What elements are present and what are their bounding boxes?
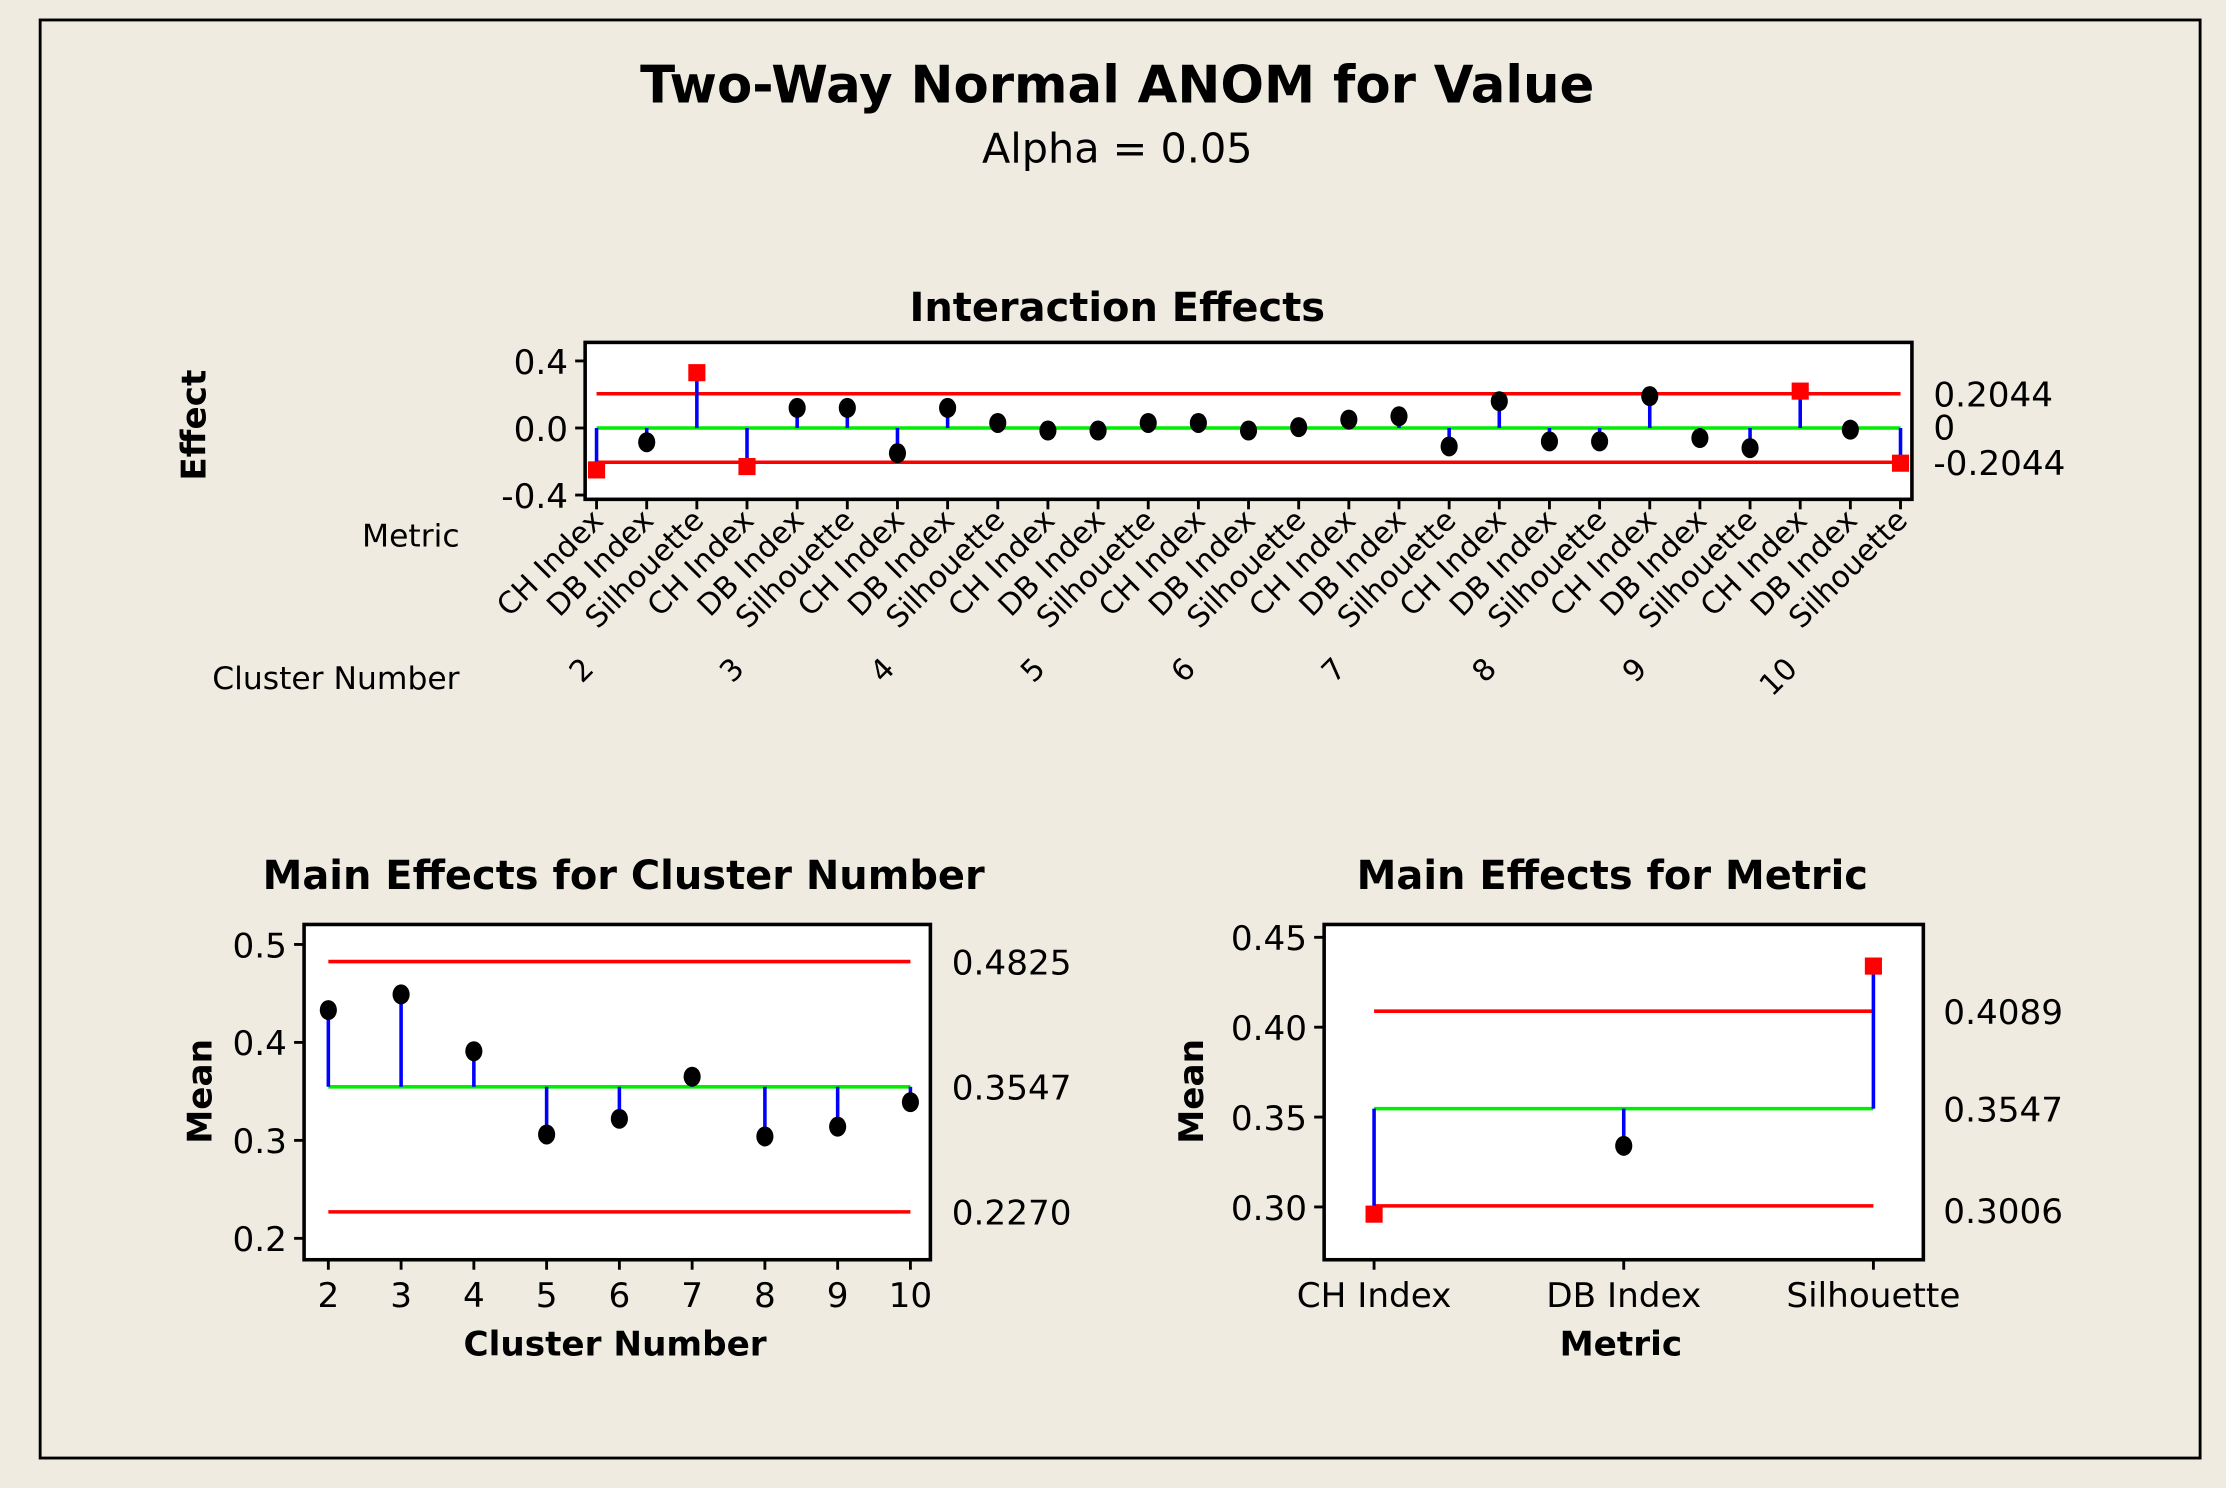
x-tick-label: 4 [463, 1276, 485, 1316]
out-of-limits-point [1365, 1205, 1383, 1223]
data-point [939, 397, 957, 418]
y-tick-label: 0.40 [1231, 1009, 1307, 1049]
out-of-limits-point [738, 457, 756, 476]
metric-row-label: Metric [362, 518, 460, 554]
main-title: Two-Way Normal ANOM for Value [640, 56, 1594, 116]
center-label: 0 [1933, 408, 1955, 448]
x-tick-label: 8 [754, 1276, 776, 1316]
upper-limit-label: 0.4825 [952, 943, 1072, 983]
data-point [1039, 420, 1057, 441]
x-tick-label: 10 [889, 1276, 933, 1316]
x-tick-label: 9 [827, 1276, 849, 1316]
lower-limit-label: 0.3006 [1943, 1192, 2063, 1232]
data-point [888, 443, 907, 464]
data-point [1841, 419, 1859, 440]
data-point [1540, 431, 1559, 452]
y-tick-label: 0.4 [233, 1024, 287, 1064]
x-tick-label: 6 [608, 1276, 630, 1316]
y-tick-label: 0.0 [514, 410, 568, 450]
subtitle: Alpha = 0.05 [982, 125, 1253, 173]
center-label: 0.3547 [952, 1069, 1072, 1109]
out-of-limits-point [688, 364, 706, 382]
data-point [1189, 412, 1207, 433]
x-tick-label: DB Index [1546, 1276, 1701, 1316]
data-point [683, 1066, 701, 1087]
data-point [538, 1124, 556, 1145]
y-axis-label: Mean [1172, 1039, 1212, 1144]
data-point [1691, 428, 1709, 449]
center-label: 0.3547 [1943, 1090, 2063, 1130]
out-of-limits-point [1891, 454, 1910, 472]
data-point [788, 397, 806, 418]
data-point [756, 1126, 774, 1147]
data-point [1741, 438, 1759, 459]
data-point [610, 1108, 628, 1129]
x-tick-label: CH Index [1297, 1276, 1452, 1316]
plot-area [302, 922, 933, 1262]
y-tick-label: 0.30 [1231, 1189, 1307, 1229]
plot-area [1322, 922, 1926, 1262]
data-point [1440, 436, 1458, 457]
y-tick-label: -0.4 [501, 477, 568, 517]
x-tick-label: 5 [536, 1276, 558, 1316]
data-point [1290, 417, 1308, 438]
data-point [1490, 391, 1508, 412]
x-tick-label: 2 [317, 1276, 339, 1316]
out-of-limits-point [1864, 957, 1882, 975]
upper-limit-label: 0.4089 [1943, 993, 2063, 1033]
data-point [392, 984, 410, 1005]
plot-title: Main Effects for Cluster Number [263, 853, 985, 899]
data-point [1340, 409, 1358, 430]
plot-title: Main Effects for Metric [1357, 853, 1868, 899]
frame [38, 18, 2202, 1460]
x-tick-label: 7 [681, 1276, 703, 1316]
x-axis-label: Metric [1560, 1324, 1683, 1364]
lower-limit-label: -0.2044 [1933, 444, 2065, 484]
y-axis-label: Mean [180, 1039, 220, 1144]
data-point [901, 1092, 919, 1113]
data-point [638, 432, 656, 453]
data-point [1139, 412, 1157, 433]
plot-title: Interaction Effects [909, 285, 1325, 331]
cluster-main-effects-plot: Main Effects for Cluster Number 0.5 0.4 0.3… [180, 853, 1071, 1365]
data-point [319, 1000, 337, 1021]
data-point [1390, 406, 1408, 427]
x-tick-label: 3 [390, 1276, 412, 1316]
metric-main-effects-plot: Main Effects for Metric 0.45 0.40 0.35 0.30 M… [1172, 853, 2063, 1365]
x-axis-label: Cluster Number [464, 1324, 767, 1364]
data-point [989, 412, 1007, 433]
interaction-effects-plot: Interaction Effects 0.4 0.0 -0.4 Effect 0.204… [175, 285, 2066, 703]
y-tick-label: 0.45 [1231, 919, 1307, 959]
y-tick-label: 0.35 [1231, 1099, 1307, 1139]
data-point [1239, 420, 1258, 441]
data-point [1615, 1135, 1633, 1156]
data-point [829, 1116, 847, 1137]
data-point [838, 397, 856, 418]
data-point [1641, 386, 1659, 407]
y-axis-label: Effect [175, 370, 215, 481]
cluster-row-label: Cluster Number [212, 661, 459, 697]
data-point [1591, 431, 1609, 452]
y-tick-label: 0.3 [233, 1122, 287, 1162]
data-point [465, 1041, 483, 1062]
out-of-limits-point [1791, 382, 1809, 400]
y-tick-label: 0.5 [233, 926, 287, 966]
y-tick-label: 0.2 [233, 1220, 287, 1260]
y-tick-label: 0.4 [514, 343, 568, 383]
upper-limit-label: 0.2044 [1933, 376, 2053, 416]
data-point [1089, 420, 1107, 441]
x-tick-label: Silhouette [1786, 1276, 1960, 1316]
lower-limit-label: 0.2270 [952, 1194, 1072, 1234]
out-of-limits-point [587, 461, 606, 479]
